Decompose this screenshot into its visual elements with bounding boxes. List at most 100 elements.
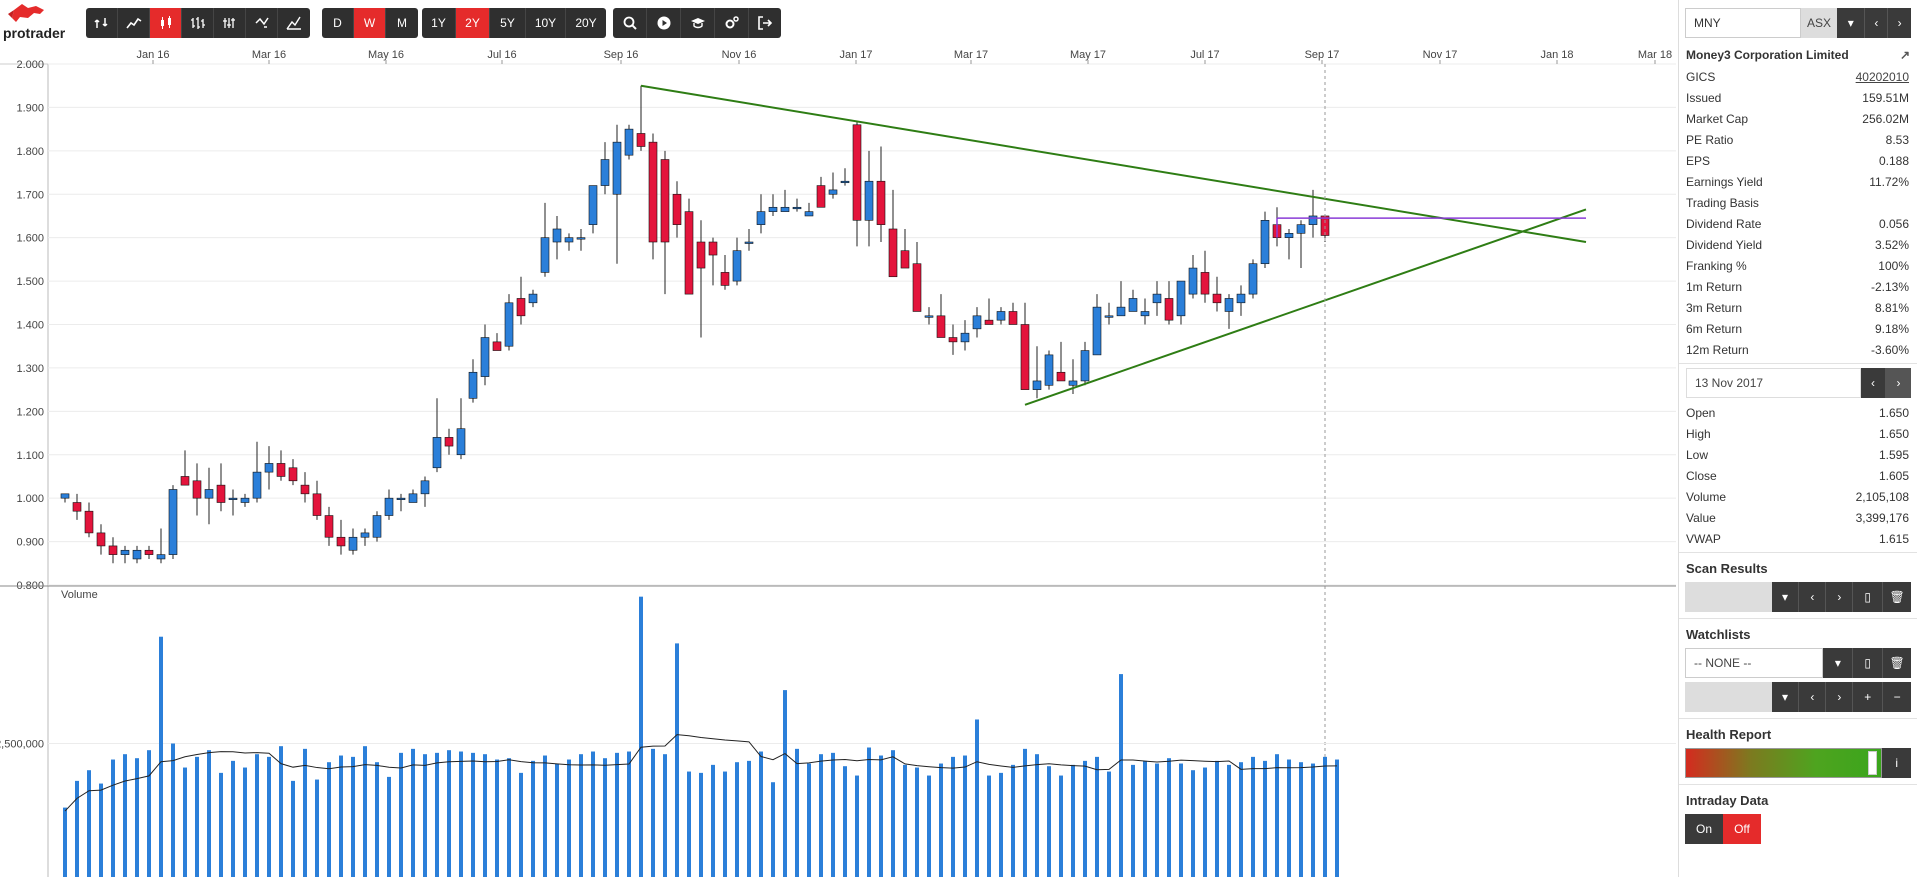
scan-results-field[interactable] bbox=[1685, 582, 1772, 612]
candle-body bbox=[888, 228, 898, 278]
symbol-search-input[interactable] bbox=[1685, 8, 1801, 38]
period-button-w[interactable]: W bbox=[354, 8, 386, 38]
candle-body bbox=[384, 497, 394, 516]
period-group: D W M bbox=[322, 8, 418, 38]
exchange-dropdown-button[interactable]: ▾ bbox=[1837, 8, 1866, 38]
quote-value: 1.605 bbox=[1878, 468, 1909, 483]
quote-label: VWAP bbox=[1686, 531, 1721, 546]
health-info-button[interactable]: i bbox=[1882, 748, 1911, 778]
scan-delete-button[interactable]: 🗑 bbox=[1883, 582, 1912, 612]
watchlist-prev-button[interactable]: ‹ bbox=[1799, 682, 1827, 712]
range-button-10y[interactable]: 10Y bbox=[526, 8, 566, 38]
volume-bar bbox=[639, 596, 643, 877]
trash-icon: 🗑 bbox=[1889, 590, 1905, 604]
y-tick-label: 1.600 bbox=[16, 233, 44, 245]
split-icon[interactable] bbox=[246, 8, 278, 38]
resistance-trendline[interactable] bbox=[640, 84, 1587, 243]
watchlist-items-field[interactable] bbox=[1685, 682, 1772, 712]
candle-body bbox=[1176, 280, 1186, 317]
period-button-m[interactable]: M bbox=[397, 16, 407, 30]
next-date-button[interactable]: › bbox=[1886, 368, 1911, 398]
volume-bar bbox=[507, 758, 511, 877]
candle-body bbox=[1056, 371, 1066, 382]
range-button-5y[interactable]: 5Y bbox=[490, 8, 526, 38]
watchlist-delete-button[interactable]: 🗑 bbox=[1883, 648, 1911, 678]
prev-date-button[interactable]: ‹ bbox=[1861, 368, 1886, 398]
scan-dropdown-button[interactable]: ▾ bbox=[1771, 582, 1800, 612]
volume-bar bbox=[1251, 756, 1255, 877]
candle-body bbox=[900, 250, 910, 269]
candle-body bbox=[360, 532, 370, 538]
search-icon[interactable] bbox=[613, 8, 647, 38]
volume-bar bbox=[1011, 764, 1015, 877]
watchlist-select[interactable]: -- NONE -- bbox=[1685, 648, 1824, 678]
watchlist-add-button[interactable]: + bbox=[1853, 682, 1884, 712]
logo-text: protrader bbox=[3, 25, 66, 41]
fundamental-value[interactable]: 40202010 bbox=[1855, 69, 1909, 84]
support-trendline[interactable] bbox=[1024, 208, 1587, 406]
fundamental-row: GICS 40202010 bbox=[1679, 66, 1917, 87]
x-tick-label: Sep 16 bbox=[604, 49, 639, 61]
next-symbol-button[interactable]: › bbox=[1888, 8, 1911, 38]
intraday-on-button[interactable]: On bbox=[1685, 814, 1723, 844]
volume-bar bbox=[327, 762, 331, 877]
gears-icon[interactable] bbox=[715, 8, 749, 38]
fundamental-value: 8.81% bbox=[1874, 300, 1909, 315]
volume-bar bbox=[591, 751, 595, 877]
candle-body bbox=[84, 510, 94, 534]
watchlist-remove-button[interactable]: − bbox=[1883, 682, 1912, 712]
watchlist-next-button[interactable]: › bbox=[1826, 682, 1854, 712]
x-tick-label: Jan 18 bbox=[1540, 49, 1573, 61]
line-chart-icon[interactable] bbox=[118, 8, 150, 38]
logout-icon[interactable] bbox=[749, 8, 781, 38]
range-button-2y[interactable]: 2Y bbox=[456, 8, 490, 38]
volume-bar bbox=[1323, 756, 1327, 877]
period-button-d[interactable]: D bbox=[322, 8, 354, 38]
watchlist-document-button[interactable]: ▯ bbox=[1853, 648, 1884, 678]
volume-bar bbox=[711, 764, 715, 877]
quote-date-field[interactable]: 13 Nov 2017 bbox=[1686, 368, 1861, 398]
education-icon[interactable] bbox=[681, 8, 715, 38]
watchlist-dropdown-button[interactable]: ▾ bbox=[1823, 648, 1854, 678]
fundamental-value: 8.53 bbox=[1885, 132, 1909, 147]
quote-label: High bbox=[1686, 426, 1711, 441]
quote-row: Open 1.650 bbox=[1679, 402, 1917, 423]
fundamental-value: 256.02M bbox=[1862, 111, 1909, 126]
fundamental-label: 1m Return bbox=[1686, 279, 1743, 294]
quote-value: 1.595 bbox=[1878, 447, 1909, 462]
scan-document-button[interactable]: ▯ bbox=[1853, 582, 1884, 612]
candle-body bbox=[396, 497, 406, 500]
range-button-20y[interactable]: 20Y bbox=[575, 16, 597, 30]
ohlc-icon[interactable] bbox=[182, 8, 214, 38]
health-gauge bbox=[1685, 748, 1883, 778]
price-chart[interactable]: 2.000 1.900 1.800 1.700 1.600 1.500 1.400 1.300… bbox=[0, 44, 1676, 877]
draw-icon[interactable] bbox=[278, 8, 310, 38]
intraday-off-button[interactable]: Off bbox=[1723, 814, 1761, 844]
volume-bar bbox=[1155, 763, 1159, 877]
candle-body bbox=[336, 536, 346, 547]
range-button-1y[interactable]: 1Y bbox=[422, 8, 456, 38]
settings-chart-icon[interactable] bbox=[214, 8, 246, 38]
candle-body bbox=[216, 484, 226, 503]
quote-value: 1.650 bbox=[1878, 405, 1909, 420]
document-icon: ▯ bbox=[1864, 656, 1872, 670]
indicators-icon[interactable] bbox=[86, 8, 118, 38]
candle-body bbox=[792, 206, 802, 210]
scan-next-button[interactable]: › bbox=[1826, 582, 1854, 612]
volume-bar bbox=[267, 756, 271, 877]
health-marker bbox=[1868, 751, 1878, 775]
fundamental-row: 6m Return 9.18% bbox=[1679, 318, 1917, 339]
scan-prev-button[interactable]: ‹ bbox=[1799, 582, 1827, 612]
watchlist-items-dropdown[interactable]: ▾ bbox=[1771, 682, 1800, 712]
candlestick-icon[interactable] bbox=[150, 8, 182, 38]
candle-body bbox=[696, 241, 706, 269]
candle-body bbox=[480, 337, 490, 377]
volume-bar bbox=[63, 807, 67, 877]
volume-bar bbox=[975, 719, 979, 877]
prev-symbol-button[interactable]: ‹ bbox=[1865, 8, 1889, 38]
volume-bar bbox=[243, 767, 247, 877]
play-icon[interactable] bbox=[647, 8, 681, 38]
x-tick-label: Nov 16 bbox=[722, 49, 757, 61]
volume-bar bbox=[195, 756, 199, 877]
external-link-icon[interactable]: ↗ bbox=[1899, 48, 1910, 62]
